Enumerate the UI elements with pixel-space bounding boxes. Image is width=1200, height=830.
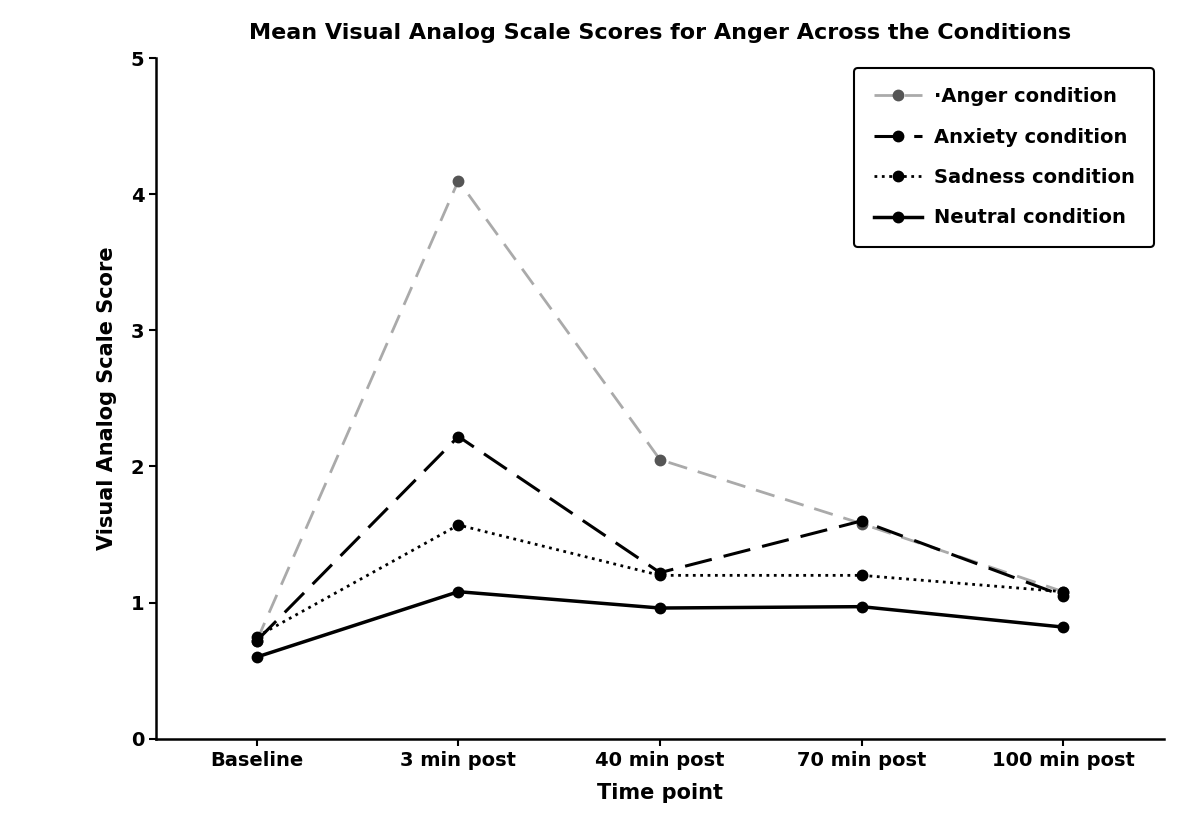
Sadness condition bbox=[451, 520, 466, 530]
Neutral condition bbox=[451, 587, 466, 597]
Neutral condition bbox=[854, 602, 869, 612]
·Anger condition bbox=[854, 519, 869, 529]
Line: ·Anger condition: ·Anger condition bbox=[252, 176, 1068, 646]
Sadness condition bbox=[1056, 587, 1070, 597]
Legend: ·Anger condition, Anxiety condition, Sadness condition, Neutral condition: ·Anger condition, Anxiety condition, Sad… bbox=[854, 68, 1154, 247]
Neutral condition bbox=[1056, 622, 1070, 632]
Sadness condition bbox=[854, 570, 869, 580]
Anxiety condition bbox=[1056, 591, 1070, 601]
Neutral condition bbox=[653, 603, 667, 613]
·Anger condition bbox=[250, 636, 264, 646]
·Anger condition bbox=[451, 176, 466, 186]
Y-axis label: Visual Analog Scale Score: Visual Analog Scale Score bbox=[97, 247, 116, 550]
Neutral condition bbox=[250, 652, 264, 662]
X-axis label: Time point: Time point bbox=[598, 784, 722, 803]
Line: Sadness condition: Sadness condition bbox=[252, 520, 1068, 642]
·Anger condition bbox=[1056, 587, 1070, 597]
Anxiety condition bbox=[451, 432, 466, 442]
Title: Mean Visual Analog Scale Scores for Anger Across the Conditions: Mean Visual Analog Scale Scores for Ange… bbox=[248, 22, 1072, 42]
·Anger condition bbox=[653, 455, 667, 465]
Sadness condition bbox=[250, 632, 264, 642]
Anxiety condition bbox=[854, 516, 869, 526]
Line: Anxiety condition: Anxiety condition bbox=[252, 432, 1068, 646]
Line: Neutral condition: Neutral condition bbox=[252, 587, 1068, 662]
Anxiety condition bbox=[250, 636, 264, 646]
Sadness condition bbox=[653, 570, 667, 580]
Anxiety condition bbox=[653, 568, 667, 578]
